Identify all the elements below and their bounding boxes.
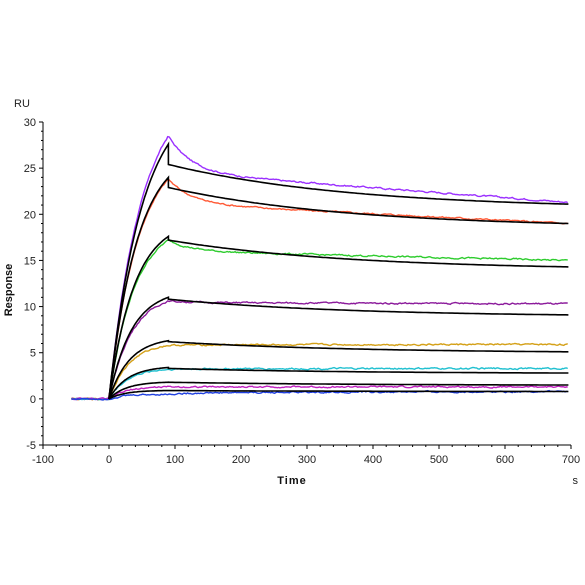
measured-curve-3 xyxy=(71,238,568,401)
x-tick-label: 700 xyxy=(562,454,580,466)
y-tick-label: 10 xyxy=(24,302,36,314)
labels: RU Response Time s xyxy=(3,98,579,487)
y-unit-label: RU xyxy=(14,98,30,110)
fit-curve-8 xyxy=(108,389,569,400)
fit-curve-1 xyxy=(108,141,569,399)
y-tick-label: 20 xyxy=(24,209,36,221)
x-tick-label: 200 xyxy=(232,454,250,466)
y-tick-label: 15 xyxy=(24,255,36,267)
curves xyxy=(71,135,569,401)
measured-curve-7 xyxy=(71,385,568,401)
x-tick-label: -100 xyxy=(32,454,54,466)
measured-curve-1 xyxy=(71,135,568,401)
y-tick-label: -5 xyxy=(26,440,36,452)
x-unit-label: s xyxy=(573,475,579,487)
y-axis-title: Response xyxy=(3,264,15,317)
y-tick-label: 0 xyxy=(30,394,36,406)
measured-curve-5 xyxy=(71,342,568,401)
x-tick-label: 100 xyxy=(166,454,184,466)
x-tick-label: 600 xyxy=(496,454,514,466)
y-tick-label: 30 xyxy=(24,117,36,129)
measured-curve-2 xyxy=(71,179,568,401)
x-tick-label: 0 xyxy=(106,454,112,466)
fit-curve-6 xyxy=(108,366,569,400)
fit-curve-5 xyxy=(108,339,569,400)
x-tick-label: 500 xyxy=(430,454,448,466)
y-tick-label: 25 xyxy=(24,163,36,175)
x-tick-label: 300 xyxy=(298,454,316,466)
x-tick-label: 400 xyxy=(364,454,382,466)
fit-curve-3 xyxy=(108,234,569,400)
x-axis-title: Time xyxy=(277,475,306,487)
axes: -5 0 5 10 15 20 25 30 -100 0 100 200 300 400 500 600 700 xyxy=(24,117,580,466)
measured-curve-4 xyxy=(71,299,568,401)
measured-curve-6 xyxy=(71,366,568,401)
fit-curve-4 xyxy=(108,296,569,400)
y-tick-label: 5 xyxy=(30,348,36,360)
fit-curve-2 xyxy=(108,175,569,399)
fit-curve-7 xyxy=(108,381,569,400)
